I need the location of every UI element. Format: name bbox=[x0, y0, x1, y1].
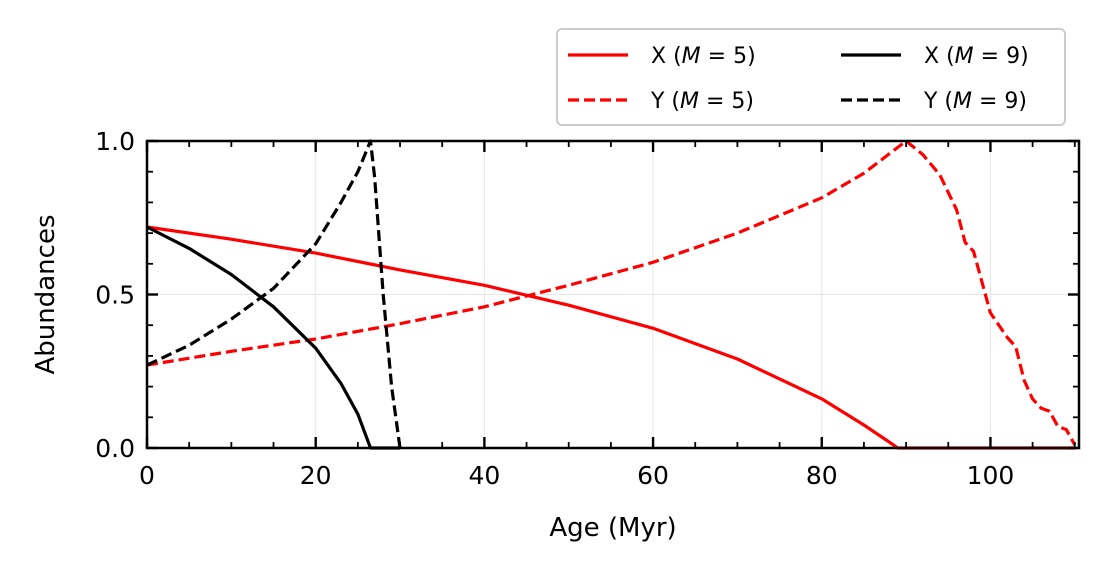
series-line-2 bbox=[146, 139, 1077, 446]
series-line-1 bbox=[146, 225, 1075, 450]
tick-labels: 0 20 40 60 80 100 0.0 0.5 1.0 bbox=[95, 127, 1014, 490]
y-tick-label: 0.5 bbox=[95, 281, 135, 310]
axis-ticks bbox=[145, 139, 1079, 450]
x-tick-label: 100 bbox=[967, 461, 1015, 490]
legend-label: Y (M = 5) bbox=[650, 89, 754, 114]
legend-label: X (M = 9) bbox=[924, 44, 1029, 69]
y-axis-label: Abundances bbox=[31, 215, 61, 375]
y-tick-label: 0.0 bbox=[95, 434, 135, 463]
x-tick-label: 40 bbox=[468, 461, 500, 490]
series-line-3 bbox=[146, 225, 400, 450]
grid-lines bbox=[146, 140, 1079, 449]
x-tick-label: 80 bbox=[806, 461, 838, 490]
x-tick-label: 0 bbox=[139, 461, 155, 490]
legend-label: Y (M = 9) bbox=[923, 89, 1027, 114]
x-axis-label: Age (Myr) bbox=[549, 513, 676, 543]
x-tick-label: 60 bbox=[637, 461, 669, 490]
legend-box bbox=[556, 28, 1066, 126]
series-line-4 bbox=[146, 139, 402, 449]
legend: X (M = 5) Y (M = 5) X (M = 9) Y (M = 9) bbox=[556, 28, 1066, 126]
y-tick-label: 1.0 bbox=[95, 127, 135, 156]
legend-label: X (M = 5) bbox=[651, 44, 756, 69]
x-tick-label: 20 bbox=[300, 461, 332, 490]
